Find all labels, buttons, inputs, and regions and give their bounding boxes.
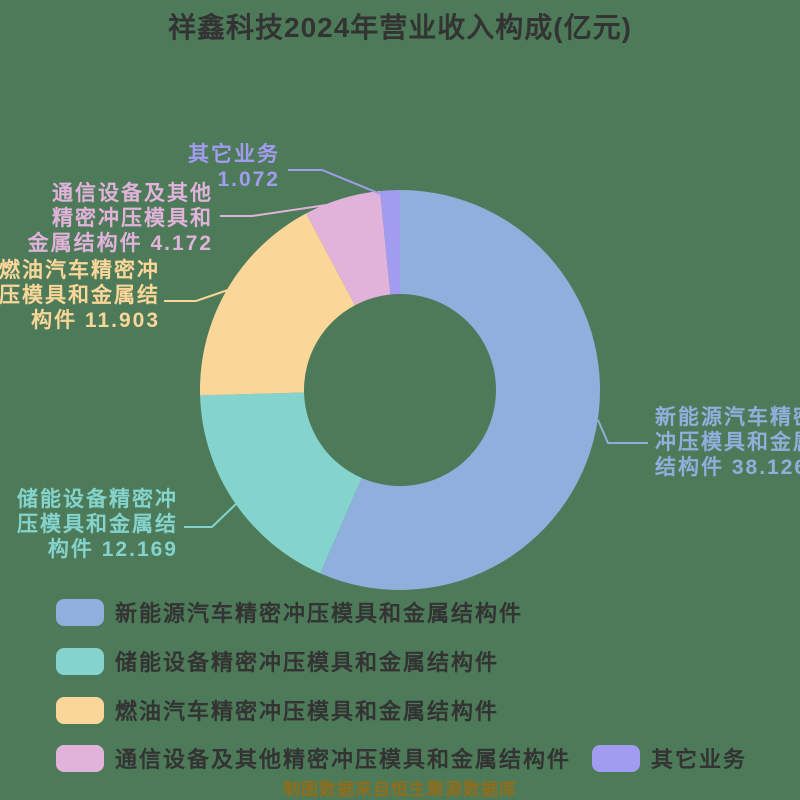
chart-title: 祥鑫科技2024年营业收入构成(亿元) [168,12,632,43]
legend-item-2[interactable]: 燃油汽车精密冲压模具和金属结构件 [56,694,499,726]
legend-label: 储能设备精密冲压模具和金属结构件 [115,650,500,675]
label-line-0 [597,419,648,444]
legend-label: 燃油汽车精密冲压模具和金属结构件 [115,699,500,724]
legend-swatch-icon [56,744,104,772]
legend-item-1[interactable]: 储能设备精密冲压模具和金属结构件 [56,645,499,677]
pie-slice-3[interactable] [306,191,391,306]
pie-slice-0[interactable] [320,190,601,590]
legend-label: 通信设备及其他精密冲压模具和金属结构件 [115,747,572,772]
label-line-1 [184,503,237,528]
label-line-3 [220,202,341,217]
label-line-4 [288,169,389,198]
slice-label-4: 其它业务 1.072 [188,143,280,191]
legend-swatch-icon [56,647,104,675]
pie-slice-1[interactable] [200,392,362,574]
slice-label-3: 通信设备及其他 精密冲压模具和 金属结构件 4.172 [27,182,213,255]
legend-item-0[interactable]: 新能源汽车精密冲压模具和金属结构件 [56,596,523,628]
slice-label-0: 新能源汽车精密 冲压模具和金属 结构件 38.126 [655,406,800,479]
pie-slice-2[interactable] [199,213,355,396]
legend-swatch-icon [592,744,640,772]
pie-slice-4[interactable] [380,190,400,295]
legend-swatch-icon [56,696,104,724]
slice-label-1: 储能设备精密冲 压模具和金属结 构件 12.169 [17,488,178,561]
legend-label: 其它业务 [651,747,748,772]
legend-item-3[interactable]: 通信设备及其他精密冲压模具和金属结构件 [56,742,571,774]
legend-label: 新能源汽车精密冲压模具和金属结构件 [115,601,524,626]
data-source-note: 制图数据来自恒生聚源数据库 [283,780,517,799]
label-line-2 [164,289,229,302]
legend-swatch-icon [56,598,104,626]
slice-label-2: 燃油汽车精密冲 压模具和金属结 构件 11.903 [0,259,160,332]
legend-item-4[interactable]: 其它业务 [592,742,747,774]
